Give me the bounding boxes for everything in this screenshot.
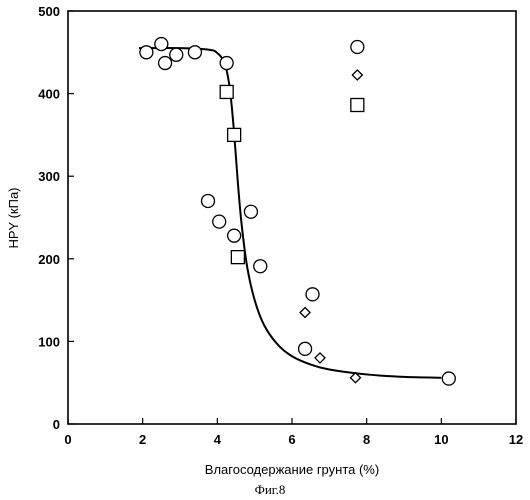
square-point	[228, 128, 241, 141]
circle-point	[306, 288, 319, 301]
fit-curve-layer	[139, 48, 441, 378]
fit-curve	[139, 48, 441, 378]
circle-point	[159, 57, 172, 70]
x-tick-label: 12	[509, 432, 523, 447]
x-tick-label: 8	[363, 432, 370, 447]
circle-point	[254, 260, 267, 273]
points-layer	[140, 38, 455, 386]
y-tick-label: 100	[38, 334, 60, 349]
x-tick-label: 0	[64, 432, 71, 447]
y-tick-label: 300	[38, 169, 60, 184]
circle-point	[202, 194, 215, 207]
circle-point	[299, 342, 312, 355]
legend-diamond-marker	[352, 70, 362, 80]
legend-circle-marker	[351, 41, 364, 54]
figure-caption: Фиг.8	[255, 482, 286, 497]
x-tick-label: 10	[434, 432, 448, 447]
y-tick-label: 400	[38, 87, 60, 102]
circle-point	[140, 46, 153, 59]
legend-square-marker	[351, 99, 364, 112]
circle-point	[155, 38, 168, 51]
circle-point	[220, 57, 233, 70]
x-axis-title: Влагосодержание грунта (%)	[205, 462, 379, 477]
y-tick-label: 0	[53, 417, 60, 432]
diamond-point	[300, 307, 310, 317]
x-tick-label: 6	[288, 432, 295, 447]
diamond-point	[315, 353, 325, 363]
legend	[351, 41, 364, 112]
circle-point	[170, 48, 183, 61]
circle-point	[228, 229, 241, 242]
x-tick-label: 4	[214, 432, 222, 447]
y-tick-label: 200	[38, 252, 60, 267]
y-axis-title: HPY (кПа)	[6, 187, 21, 248]
square-point	[220, 85, 233, 98]
circle-point	[244, 205, 257, 218]
circle-point	[213, 215, 226, 228]
square-point	[231, 251, 244, 264]
y-tick-label: 500	[38, 4, 60, 19]
plot-frame	[68, 11, 516, 424]
x-tick-label: 2	[139, 432, 146, 447]
circle-point	[442, 372, 455, 385]
circle-point	[188, 46, 201, 59]
